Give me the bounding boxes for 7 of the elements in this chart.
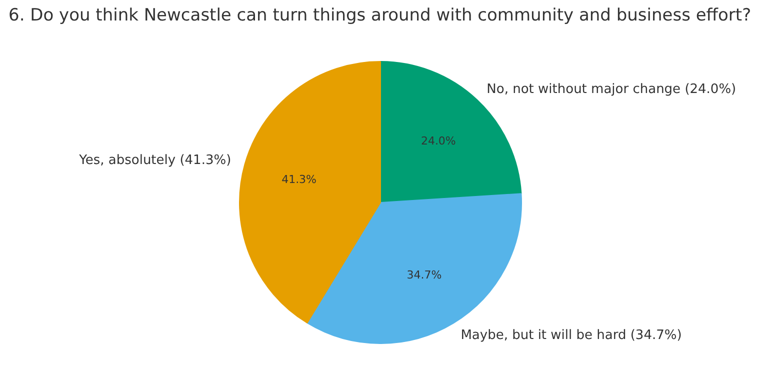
slice-label: Maybe, but it will be hard (34.7%) xyxy=(460,328,682,343)
slice-label: No, not without major change (24.0%) xyxy=(486,82,736,97)
chart-title: 6. Do you think Newcastle can turn things around with community and business effort? xyxy=(8,6,752,26)
data-label: 34.7% xyxy=(406,268,442,282)
slice-label: Yes, absolutely (41.3%) xyxy=(78,153,232,168)
data-label: 41.3% xyxy=(282,173,317,186)
data-label: 24.0% xyxy=(420,134,456,148)
